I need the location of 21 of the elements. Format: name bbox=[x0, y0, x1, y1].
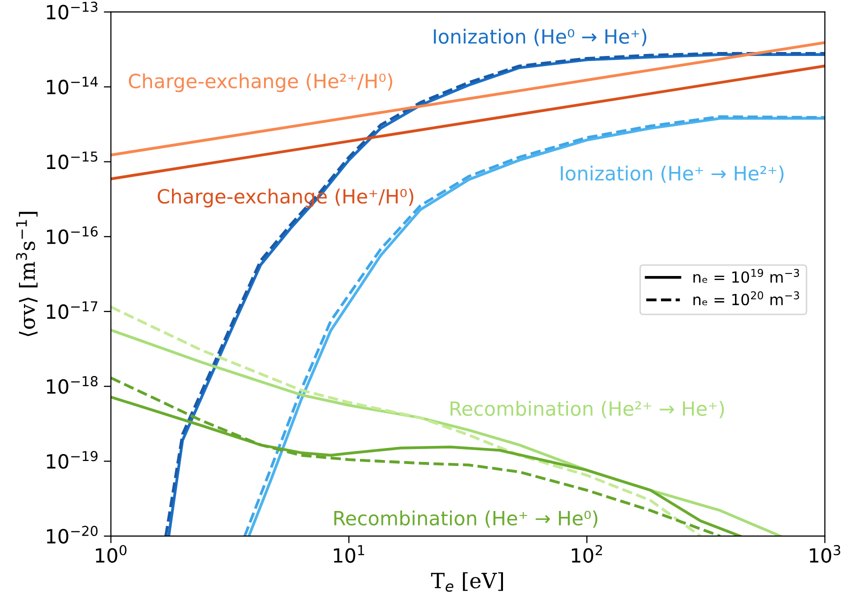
y-tick-label: 10$^{−18}$ bbox=[46, 376, 98, 394]
series-label: Recombination (He²⁺ → He⁺) bbox=[450, 400, 724, 418]
y-tick-label: 10$^{−20}$ bbox=[46, 526, 98, 544]
annotation: nₑ = 10$^{20}$ m$^{−3}$ bbox=[693, 291, 800, 306]
y-axis-title: ⟨σv⟩ [m$^{3}$s$^{−1}$] bbox=[16, 212, 38, 336]
y-tick-label: 10$^{−15}$ bbox=[46, 152, 98, 170]
y-tick-label: 10$^{−17}$ bbox=[46, 301, 98, 320]
x-tick-label: 10$^{0}$ bbox=[96, 544, 126, 563]
series-label: Recombination (He⁺ → He⁰) bbox=[334, 510, 598, 528]
y-tick-label: 10$^{−19}$ bbox=[46, 450, 98, 469]
y-tick-label: 10$^{−14}$ bbox=[46, 76, 98, 94]
series-label: Ionization (He⁰ → He⁺) bbox=[434, 28, 646, 46]
x-tick-label: 10$^{1}$ bbox=[334, 545, 364, 563]
series-label: Ionization (He⁺ → He²⁺) bbox=[560, 166, 784, 183]
y-tick-label: 10$^{−16}$ bbox=[46, 226, 98, 244]
x-tick-label: 10$^{2}$ bbox=[572, 544, 602, 563]
x-tick-label: 10$^{3}$ bbox=[810, 544, 840, 563]
x-axis-title: T$_{e}$ [eV] bbox=[431, 572, 503, 592]
series-label: Charge-exchange (He²⁺/H⁰) bbox=[128, 73, 392, 92]
annotation: nₑ = 10$^{19}$ m$^{−3}$ bbox=[693, 268, 800, 283]
y-tick-label: 10$^{−13}$ bbox=[46, 2, 98, 20]
